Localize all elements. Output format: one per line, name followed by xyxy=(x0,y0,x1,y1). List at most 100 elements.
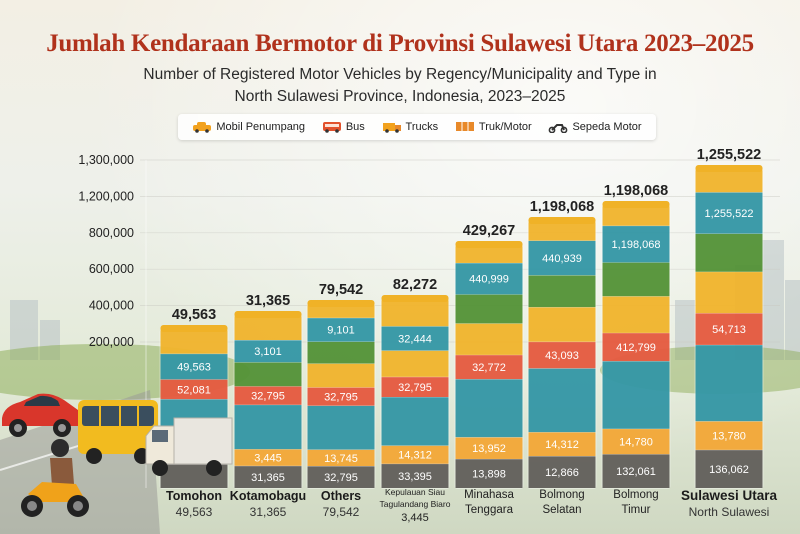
legend-item-truk-motor: Truk/Motor xyxy=(455,121,532,133)
bar-cap xyxy=(455,241,523,248)
bar-segment xyxy=(602,225,670,263)
bar-segment xyxy=(528,456,596,488)
motorcycle-rider-icon xyxy=(21,439,89,517)
segment-label: 13,898 xyxy=(472,468,506,480)
bar-segment xyxy=(455,458,523,488)
bar-cap xyxy=(695,165,763,172)
bar-segment xyxy=(234,465,302,488)
segment-label: 14,780 xyxy=(619,436,653,448)
legend-item-sepeda-motor: Sepeda Motor xyxy=(548,121,642,133)
category-label: Kotamobagu xyxy=(230,489,306,503)
segment-label: 14,312 xyxy=(398,450,432,462)
segment-label: 1,198,068 xyxy=(612,239,661,251)
bar-total-label: 31,365 xyxy=(246,293,290,309)
category-label: Bolmong xyxy=(613,489,658,501)
segment-label: 9,101 xyxy=(327,325,355,337)
category-label: Timur xyxy=(622,504,651,516)
bar-segment xyxy=(455,294,523,324)
bar-segment xyxy=(602,454,670,488)
bar-segment xyxy=(307,466,375,488)
category-sublabel: North Sulawesi xyxy=(689,505,770,519)
bar-segment xyxy=(455,262,523,295)
car-icon xyxy=(192,121,212,133)
segment-label: 440,999 xyxy=(469,274,509,286)
chart-subtitle-line1: Number of Registered Motor Vehicles by R… xyxy=(143,66,657,83)
bar-cap xyxy=(602,201,670,208)
segment-label: 3,445 xyxy=(254,452,282,464)
bar-segment xyxy=(455,354,523,380)
bar-segment xyxy=(695,449,763,488)
category-label: Sulawesi Utara xyxy=(681,488,778,503)
bar-segment xyxy=(528,341,596,369)
bar-cap xyxy=(160,325,228,332)
legend-label: Mobil Penumpang xyxy=(216,121,306,133)
bar-cap xyxy=(381,295,449,302)
category-label: Bolmong xyxy=(539,489,584,501)
segment-label: 13,745 xyxy=(324,453,358,465)
legend-label: Trucks xyxy=(405,121,439,133)
bar-total-label: 49,563 xyxy=(172,307,216,323)
y-tick-label: 400,000 xyxy=(89,299,134,313)
segment-label: 32,444 xyxy=(398,333,432,345)
y-tick-label: 600,000 xyxy=(89,262,134,276)
bar-cap xyxy=(234,311,302,318)
bar-segment xyxy=(455,246,523,263)
segment-label: 3,101 xyxy=(254,346,282,358)
category-sublabel: 79,542 xyxy=(323,505,360,519)
chart-subtitle-line2: North Sulawesi Province, Indonesia, 2023… xyxy=(234,88,566,105)
bar-cap xyxy=(307,300,375,307)
bar-total-label: 1,255,522 xyxy=(697,147,762,163)
segment-label: 440,939 xyxy=(542,253,582,265)
bus-icon xyxy=(78,400,158,464)
bar-segment xyxy=(695,421,763,450)
category-label: Kepulauan Siau xyxy=(385,487,445,497)
bar-segment xyxy=(602,262,670,297)
bar-segment xyxy=(234,386,302,405)
segment-label: 52,081 xyxy=(177,384,211,396)
segment-label: 32,795 xyxy=(324,472,358,484)
segment-label: 32,795 xyxy=(398,382,432,394)
segment-label: 132,061 xyxy=(616,466,656,478)
segment-label: 32,795 xyxy=(251,391,285,403)
bar-segment xyxy=(602,428,670,455)
bar-segment xyxy=(528,275,596,308)
bar-segment xyxy=(307,449,375,467)
bar-cap xyxy=(528,217,596,224)
bar-segment xyxy=(602,361,670,429)
bar-segment xyxy=(381,463,449,488)
legend-item-bus: Bus xyxy=(322,121,365,133)
bar-segment xyxy=(307,341,375,364)
bar-segment xyxy=(234,449,302,466)
y-tick-label: 800,000 xyxy=(89,226,134,240)
bar-segment xyxy=(307,387,375,406)
segment-label: 1,255,522 xyxy=(705,208,754,220)
category-label: Minahasa xyxy=(464,489,514,501)
y-tick-label: 200,000 xyxy=(89,335,134,349)
truck-icon xyxy=(455,121,475,133)
bar-segment xyxy=(381,326,449,351)
motorcycle-icon xyxy=(548,121,568,133)
bar-segment xyxy=(695,344,763,422)
bar-segment xyxy=(528,432,596,457)
bar-segment xyxy=(602,332,670,362)
segment-label: 136,062 xyxy=(709,464,749,476)
bar-segment xyxy=(602,296,670,333)
bar-segment xyxy=(381,300,449,327)
bar-segment xyxy=(307,363,375,388)
bar-segment xyxy=(160,330,228,354)
y-tick-label: 1,200,000 xyxy=(78,189,134,203)
category-label: Tagulandang Biaro xyxy=(380,499,451,509)
bar-segment xyxy=(160,353,228,380)
bar-segment xyxy=(381,445,449,464)
bar-total-label: 79,542 xyxy=(319,282,363,298)
bar-segment xyxy=(234,404,302,450)
bar-total-label: 1,198,068 xyxy=(530,199,595,215)
bar-total-label: 429,267 xyxy=(463,223,515,239)
segment-label: 14,312 xyxy=(545,439,579,451)
category-label: Tenggara xyxy=(465,504,514,516)
bar-segment xyxy=(381,350,449,377)
segment-label: 49,563 xyxy=(177,362,211,374)
bar-segment xyxy=(602,206,670,226)
bar-segment xyxy=(528,222,596,241)
